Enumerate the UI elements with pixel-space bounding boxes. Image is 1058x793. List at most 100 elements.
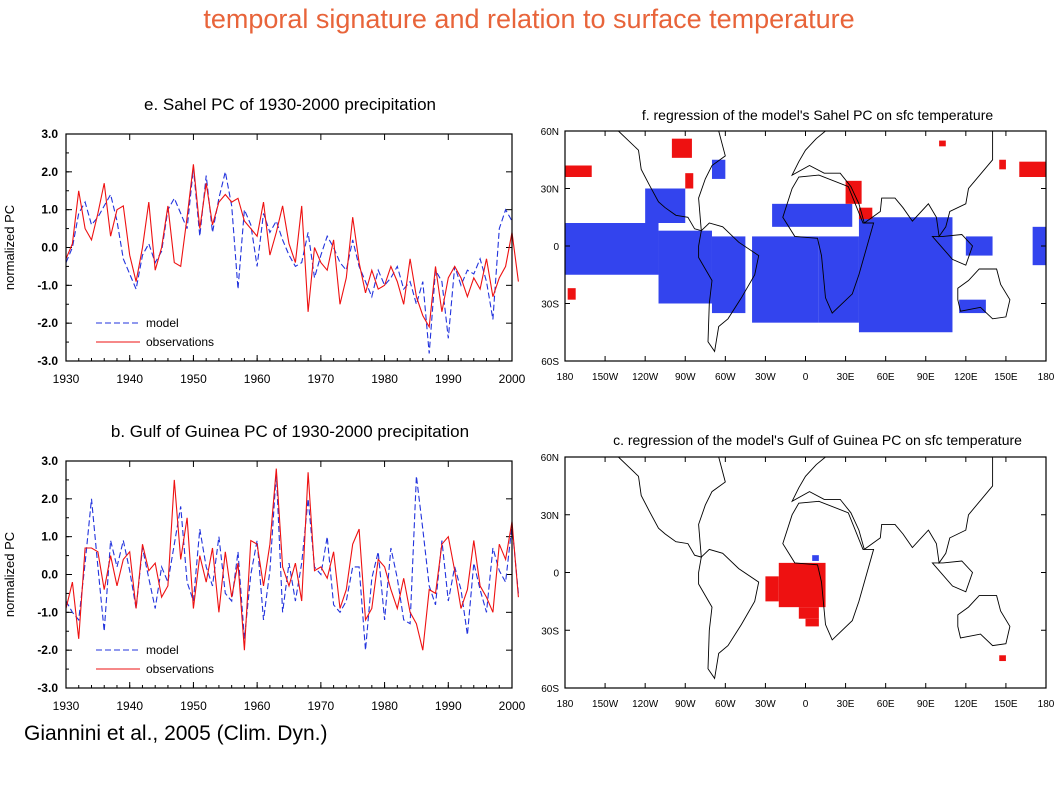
coastline bbox=[957, 595, 1011, 647]
cool-anomaly-region bbox=[711, 159, 726, 179]
lat-tick-label: 0 bbox=[553, 242, 559, 253]
coastline bbox=[585, 457, 726, 558]
lon-tick-label: 0 bbox=[803, 372, 809, 383]
coastline bbox=[782, 174, 875, 314]
x-tick-label: 1930 bbox=[53, 372, 80, 386]
plot-frame bbox=[65, 133, 513, 362]
lon-tick-label: 30W bbox=[755, 699, 776, 710]
y-tick-label: 0.0 bbox=[41, 568, 58, 582]
x-tick-label: 1990 bbox=[435, 699, 462, 713]
y-tick-label: -2.0 bbox=[37, 316, 58, 330]
x-tick-label: 1970 bbox=[308, 699, 335, 713]
y-tick-label: -2.0 bbox=[37, 643, 58, 657]
lon-tick-label: 90W bbox=[675, 372, 696, 383]
warm-anomaly-region bbox=[765, 576, 779, 602]
warm-anomaly-region bbox=[939, 140, 946, 147]
lon-tick-label: 180 bbox=[557, 372, 574, 383]
cool-anomaly-region bbox=[772, 203, 853, 227]
warm-anomaly-region bbox=[805, 618, 819, 627]
coastline bbox=[585, 131, 726, 232]
y-tick-label: -3.0 bbox=[37, 354, 58, 368]
lon-tick-label: 150W bbox=[592, 699, 619, 710]
lat-tick-label: 30N bbox=[541, 511, 559, 522]
cool-anomaly-region bbox=[965, 236, 993, 256]
y-tick-label: 3.0 bbox=[41, 454, 58, 468]
y-tick-label: 2.0 bbox=[41, 165, 58, 179]
x-tick-label: 1960 bbox=[244, 699, 271, 713]
x-tick-label: 2000 bbox=[499, 372, 526, 386]
coastline bbox=[957, 268, 1011, 320]
lat-tick-label: 0 bbox=[553, 569, 559, 580]
x-tick-label: 1940 bbox=[116, 699, 143, 713]
lon-tick-label: 120W bbox=[632, 372, 659, 383]
lon-tick-label: 30W bbox=[755, 372, 776, 383]
sahel-pc-chart: e. Sahel PC of 1930-2000 precipitation no… bbox=[2, 95, 526, 386]
series-model-line bbox=[65, 472, 519, 651]
legend-observations-label: observations bbox=[146, 335, 214, 349]
x-tick-label: 1980 bbox=[371, 372, 398, 386]
cool-anomaly-region bbox=[752, 236, 819, 323]
map-title: f. regression of the model's Sahel PC on… bbox=[642, 107, 994, 123]
warm-anomaly-region bbox=[671, 138, 692, 158]
citation: Giannini et al., 2005 (Clim. Dyn.) bbox=[24, 722, 328, 745]
y-tick-label: 1.0 bbox=[41, 530, 58, 544]
warm-anomaly-region bbox=[798, 607, 819, 619]
y-axis-label: normalized PC bbox=[2, 532, 17, 617]
lon-tick-label: 90W bbox=[675, 699, 696, 710]
lon-tick-label: 0 bbox=[803, 699, 809, 710]
lon-tick-label: 120E bbox=[954, 699, 978, 710]
coastline bbox=[782, 500, 875, 641]
lon-tick-label: 180 bbox=[557, 699, 574, 710]
slide-title: temporal signature and relation to surfa… bbox=[203, 4, 855, 34]
x-tick-label: 2000 bbox=[499, 699, 526, 713]
guinea-regression-map: c. regression of the model's Gulf of Gui… bbox=[541, 432, 1055, 710]
x-tick-label: 1990 bbox=[435, 372, 462, 386]
map-content bbox=[585, 457, 1011, 680]
lat-tick-label: 60N bbox=[541, 127, 559, 138]
y-axis-label: normalized PC bbox=[2, 205, 17, 290]
chart-title: b. Gulf of Guinea PC of 1930-2000 precip… bbox=[111, 422, 469, 441]
series-model-line bbox=[65, 168, 513, 354]
y-tick-label: 3.0 bbox=[41, 127, 58, 141]
lon-tick-label: 180 bbox=[1038, 372, 1055, 383]
lat-tick-label: 60S bbox=[541, 357, 559, 368]
warm-anomaly-region bbox=[565, 165, 592, 177]
lon-tick-label: 60W bbox=[715, 699, 736, 710]
x-tick-label: 1930 bbox=[53, 699, 80, 713]
y-tick-label: -1.0 bbox=[37, 605, 58, 619]
lat-tick-label: 30S bbox=[541, 626, 559, 637]
cool-anomaly-region bbox=[658, 230, 712, 304]
x-tick-label: 1980 bbox=[371, 699, 398, 713]
x-tick-label: 1950 bbox=[180, 699, 207, 713]
guinea-pc-chart: b. Gulf of Guinea PC of 1930-2000 precip… bbox=[2, 422, 526, 713]
series-observations-line bbox=[65, 164, 519, 329]
cool-anomaly-region bbox=[812, 555, 819, 561]
lon-tick-label: 150E bbox=[994, 372, 1018, 383]
plot-frame bbox=[65, 460, 513, 689]
lon-tick-label: 90E bbox=[917, 372, 935, 383]
cool-anomaly-region bbox=[645, 188, 686, 223]
lon-tick-label: 150W bbox=[592, 372, 619, 383]
sahel-regression-map: f. regression of the model's Sahel PC on… bbox=[541, 107, 1055, 383]
map-content bbox=[565, 131, 1046, 353]
legend-model-label: model bbox=[146, 643, 179, 657]
warm-anomaly-region bbox=[778, 562, 826, 608]
lat-tick-label: 60N bbox=[541, 453, 559, 464]
legend-observations-label: observations bbox=[146, 662, 214, 676]
cool-anomaly-region bbox=[818, 236, 859, 323]
x-tick-label: 1940 bbox=[116, 372, 143, 386]
lat-tick-label: 30S bbox=[541, 300, 559, 311]
lon-tick-label: 150E bbox=[994, 699, 1018, 710]
lon-tick-label: 90E bbox=[917, 699, 935, 710]
lon-tick-label: 30E bbox=[837, 699, 855, 710]
warm-anomaly-region bbox=[858, 207, 873, 220]
chart-title: e. Sahel PC of 1930-2000 precipitation bbox=[144, 95, 436, 114]
coastline bbox=[791, 457, 994, 565]
coastline bbox=[698, 222, 760, 353]
coastline bbox=[931, 560, 974, 593]
cool-anomaly-region bbox=[711, 236, 746, 314]
series-observations-line bbox=[65, 468, 519, 651]
lon-tick-label: 60E bbox=[877, 699, 895, 710]
map-title: c. regression of the model's Gulf of Gui… bbox=[613, 432, 1022, 448]
